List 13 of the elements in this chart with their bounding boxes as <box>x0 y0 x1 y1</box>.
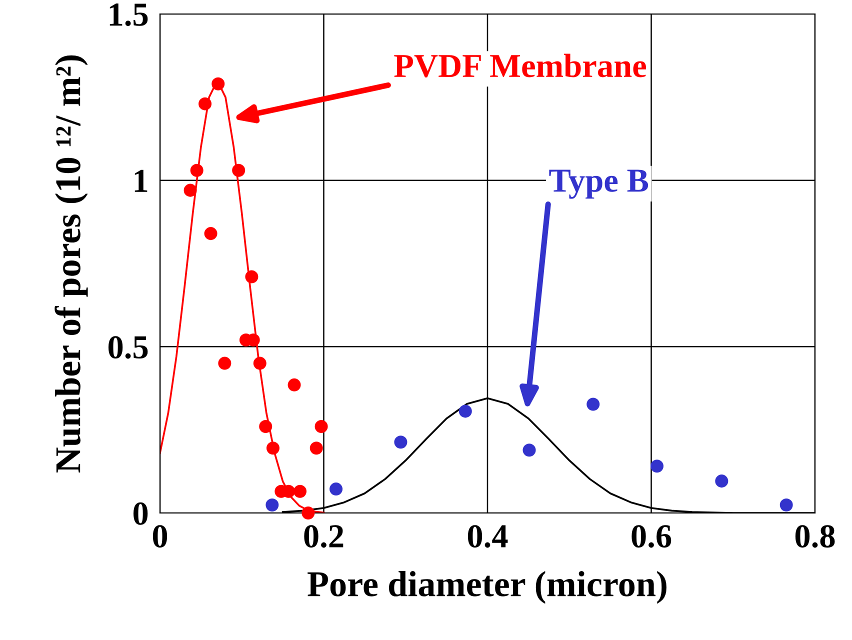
annotation: Type B <box>549 170 648 199</box>
y-tick-label: 1 <box>134 170 148 192</box>
x-tick-label: 0.8 <box>795 525 835 548</box>
x-tick-label: 0.6 <box>632 525 672 548</box>
y-tick-label: 0 <box>133 502 148 525</box>
y-tick-label: 0.5 <box>108 336 148 359</box>
y-axis-title: Number of pores (10 ¹²/ m²) <box>54 55 88 472</box>
x-tick-label: 0.2 <box>304 525 344 548</box>
x-tick-label: 0 <box>152 525 168 548</box>
annotation: PVDF Membrane <box>394 54 646 78</box>
x-tick-label: 0.4 <box>468 525 508 548</box>
x-axis-title: Pore diameter (micron) <box>308 571 666 604</box>
y-tick-label: 1.5 <box>110 4 148 26</box>
